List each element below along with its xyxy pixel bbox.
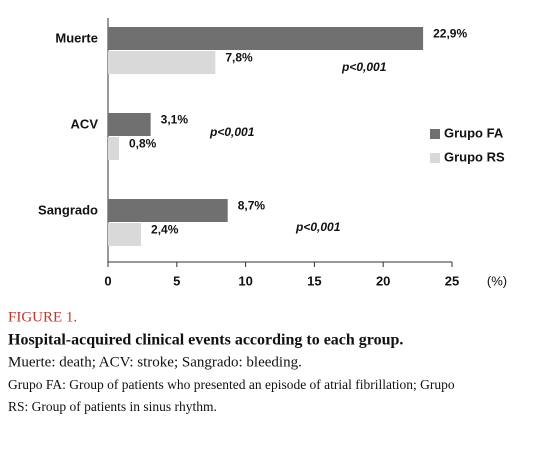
value-label: 22,9% — [433, 27, 467, 41]
legend-swatch — [430, 153, 440, 163]
bar — [108, 137, 120, 160]
category-label: Muerte — [55, 30, 98, 45]
value-label: 7,8% — [225, 51, 253, 65]
value-label: 8,7% — [238, 199, 266, 213]
figure-note: Grupo FA: Group of patients who presente… — [8, 377, 455, 392]
x-tick-label: 20 — [376, 273, 390, 288]
annotation: p<0,001 — [295, 220, 341, 234]
bar — [108, 199, 228, 222]
x-tick-label: 0 — [104, 273, 111, 288]
annotation: p<0,001 — [341, 60, 387, 74]
legend-label: Grupo RS — [444, 149, 505, 164]
bar — [108, 27, 424, 50]
value-label: 0,8% — [129, 137, 157, 151]
x-tick-label: 10 — [238, 273, 252, 288]
category-label: ACV — [71, 116, 99, 131]
bar — [108, 223, 142, 246]
value-label: 2,4% — [151, 223, 179, 237]
value-label: 3,1% — [161, 113, 189, 127]
bar — [108, 113, 151, 136]
x-tick-label: 5 — [173, 273, 180, 288]
figure-label: FIGURE 1. — [8, 309, 77, 325]
figure-subtitle: Muerte: death; ACV: stroke; Sangrado: bl… — [8, 354, 302, 370]
x-tick-label: 25 — [445, 273, 459, 288]
figure-note: RS: Group of patients in sinus rhythm. — [8, 399, 217, 414]
x-tick-label: 15 — [307, 273, 321, 288]
bar — [108, 51, 216, 74]
x-axis-label: (%) — [487, 273, 507, 288]
annotation: p<0,001 — [209, 125, 255, 139]
legend-swatch — [430, 129, 440, 139]
category-label: Sangrado — [38, 202, 98, 217]
legend-label: Grupo FA — [444, 125, 504, 140]
figure-title: Hospital-acquired clinical events accord… — [8, 332, 403, 349]
